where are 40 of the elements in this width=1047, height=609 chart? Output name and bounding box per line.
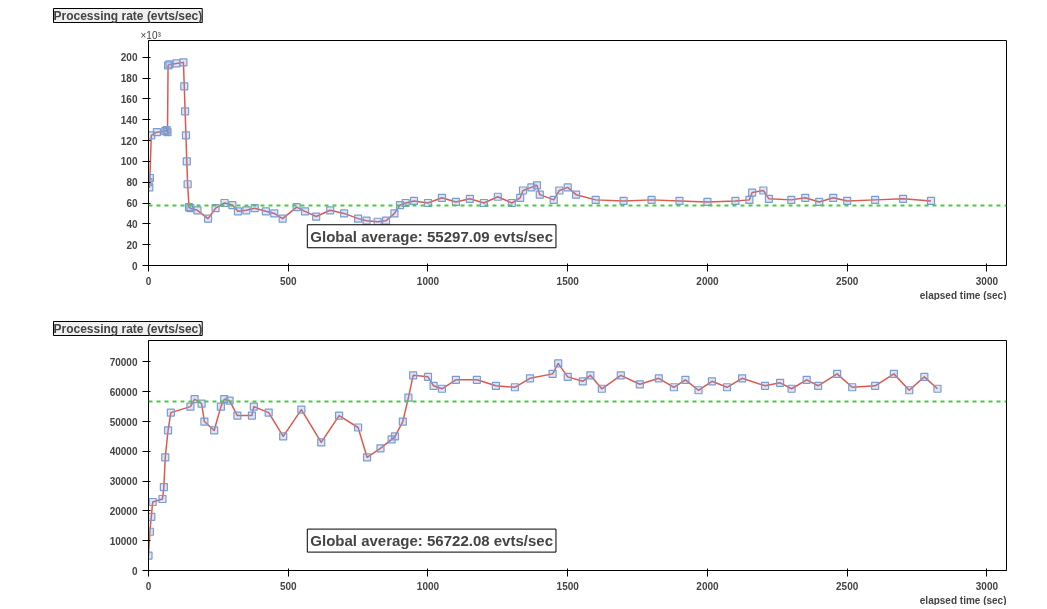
x-tick-label: 1500 <box>556 275 580 287</box>
x-tick-label: 3000 <box>975 275 999 287</box>
y-tick-label: 80 <box>126 177 138 189</box>
y-tick-label: 70000 <box>109 356 138 368</box>
annotation: Global average: 56722.08 evts/sec <box>310 532 553 550</box>
x-tick-label: 1500 <box>556 580 580 592</box>
y-tick-label: 60 <box>126 198 138 209</box>
y-tick-label: 40 <box>126 218 138 230</box>
y-tick-label: 40000 <box>109 446 138 458</box>
y-tick-label: 100 <box>120 156 138 168</box>
x-tick-label: 1000 <box>416 275 440 287</box>
y-tick-label: 50000 <box>109 416 138 428</box>
x-tick-label: 2500 <box>836 275 859 287</box>
y-tick-label: 0 <box>131 565 138 577</box>
y-tick-label: 60000 <box>109 386 138 398</box>
y-tick-label: 120 <box>120 135 138 147</box>
x-tick-label: 500 <box>279 580 298 592</box>
y-tick-label: 10000 <box>109 535 138 547</box>
x-tick-label: 3000 <box>975 580 999 592</box>
x-tick-label: 2000 <box>696 275 720 287</box>
x-tick-label: 1000 <box>416 580 440 592</box>
x-axis-title: elapsed time (sec) <box>919 594 1007 606</box>
y-tick-label: 0 <box>131 260 138 272</box>
y-tick-label: 200 <box>120 52 138 64</box>
x-tick-label: 0 <box>145 580 152 592</box>
y-tick-label: 20 <box>126 239 138 251</box>
x-tick-label: 2000 <box>696 580 720 592</box>
chart-title: Processing rate (evts/sec) <box>53 321 203 336</box>
chart-title: Processing rate (evts/sec) <box>53 8 203 23</box>
annotation: Global average: 55297.09 evts/sec <box>310 227 553 245</box>
y-tick-label: 160 <box>120 93 138 105</box>
y-axis-title: ×10³ <box>140 29 162 41</box>
x-tick-label: 500 <box>279 275 298 287</box>
y-tick-label: 140 <box>120 114 138 126</box>
x-axis-title: elapsed time (sec) <box>919 289 1007 301</box>
y-tick-label: 180 <box>120 73 138 84</box>
y-tick-label: 30000 <box>109 476 138 488</box>
x-tick-label: 0 <box>145 275 152 287</box>
x-tick-label: 2500 <box>836 580 859 592</box>
y-tick-label: 20000 <box>109 505 138 517</box>
